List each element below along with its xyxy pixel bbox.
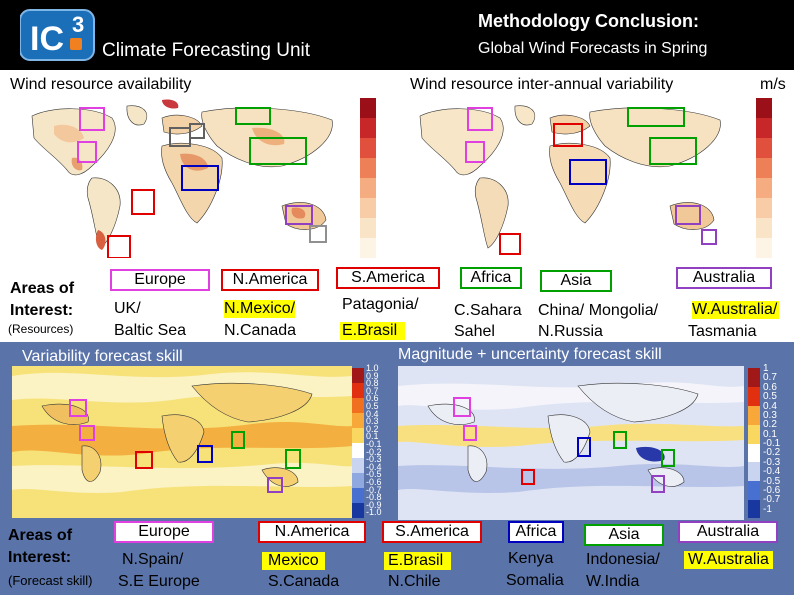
- forecast-samerica-line2: N.Chile: [388, 573, 441, 590]
- magnitude-skill-tick: -0.7: [763, 494, 781, 506]
- variability-skill-tick: 0.1: [366, 431, 379, 442]
- forecast-africa-line1: Kenya: [508, 550, 554, 567]
- main-title: Methodology Conclusion:: [478, 11, 699, 31]
- magnitude-skill-tick: -0.2: [763, 447, 781, 459]
- forecast-asia-line1: Indonesia/: [586, 551, 660, 568]
- variability-skill-tick: -0.8: [366, 492, 382, 503]
- variability-skill-tick: 0.6: [366, 393, 379, 404]
- variability-skill-tick: -0.6: [366, 477, 382, 487]
- variability-skill-colorbar: [352, 368, 364, 518]
- magnitude-skill-tick: 0.6: [763, 381, 777, 393]
- variability-skill-tick: -0.7: [366, 484, 382, 495]
- svg-text:IC: IC: [30, 20, 64, 58]
- resources-samerica-line1: Patagonia/: [342, 296, 419, 313]
- resources-namerica-line2: N.Canada: [224, 322, 297, 339]
- variability-title: Wind resource inter-annual variability: [410, 76, 674, 93]
- magnitude-skill-tick: 0.1: [763, 428, 777, 440]
- forecast-europe-line2: S.E Europe: [118, 573, 200, 590]
- forecast-europe-line1: N.Spain/: [122, 551, 184, 568]
- magnitude-skill-tick: 0.5: [763, 391, 777, 403]
- resources-label-line3: (Resources): [8, 322, 74, 336]
- forecast-africa-line2: Somalia: [506, 572, 564, 589]
- magnitude-skill-tick: -0.4: [763, 466, 781, 478]
- forecast-australia-header: Australia: [678, 521, 778, 543]
- magnitude-skill-tick: 1: [763, 363, 769, 374]
- variability-skill-tick: 0.3: [366, 416, 379, 427]
- magnitude-skill-tick: -0.1: [763, 438, 781, 449]
- magnitude-skill-map: [398, 366, 744, 520]
- resources-europe-line2: Baltic Sea: [114, 322, 187, 339]
- magnitude-skill-tick: 0.7: [763, 372, 777, 384]
- resources-africa-header: Africa: [460, 267, 522, 289]
- forecast-label-line3: (Forecast skill): [8, 573, 93, 588]
- magnitude-skill-tick: -0.5: [763, 475, 781, 487]
- units-label: m/s: [760, 76, 786, 93]
- magnitude-skill-tick: -1: [763, 503, 772, 515]
- forecast-asia-header: Asia: [584, 524, 664, 546]
- forecast-asia-line2: W.India: [586, 573, 640, 590]
- resources-samerica-line2: E.Brasil: [340, 322, 406, 340]
- variability-skill-tick: 1.0: [366, 363, 379, 373]
- availability-colorbar: [360, 98, 376, 258]
- resources-europe-header: Europe: [110, 269, 210, 291]
- variability-colorbar: [756, 98, 772, 258]
- resources-samerica-header: S.America: [336, 267, 440, 289]
- resources-asia-line1: China/ Mongolia/: [538, 302, 659, 319]
- variability-skill-tick: -0.1: [366, 439, 382, 449]
- magnitude-skill-tick: -0.3: [763, 456, 781, 468]
- resources-australia-header: Australia: [676, 267, 772, 289]
- resources-namerica-line1: N.Mexico/: [224, 300, 296, 318]
- forecast-australia-line1: W.Australia: [684, 551, 773, 569]
- magnitude-skill-tick: 0.2: [763, 419, 777, 431]
- forecast-namerica-header: N.America: [258, 521, 366, 543]
- variability-skill-title: Variability forecast skill: [22, 348, 183, 365]
- variability-skill-tick: 0.5: [366, 401, 379, 411]
- variability-skill-tick: -0.9: [366, 499, 382, 510]
- variability-skill-tick: 0.4: [366, 408, 379, 419]
- magnitude-skill-title: Magnitude + uncertainty forecast skill: [398, 346, 662, 363]
- forecast-namerica-line1: Mexico: [262, 552, 325, 570]
- variability-skill-map: [12, 366, 352, 518]
- subtitle: Global Wind Forecasts in Spring: [478, 40, 708, 57]
- unit-title: Climate Forecasting Unit: [102, 40, 311, 61]
- resources-europe-line1: UK/: [114, 300, 141, 317]
- forecast-namerica-line2: S.Canada: [268, 573, 340, 590]
- resources-label-line2: Interest:: [10, 302, 74, 319]
- availability-title: Wind resource availability: [10, 76, 192, 93]
- svg-text:3: 3: [72, 12, 84, 37]
- forecast-europe-header: Europe: [114, 521, 214, 543]
- resources-africa-line1: C.Sahara: [454, 302, 522, 319]
- forecast-africa-header: Africa: [508, 521, 564, 543]
- magnitude-skill-tick: 0.4: [763, 400, 777, 412]
- magnitude-skill-tick: -0.6: [763, 484, 781, 496]
- resources-namerica-header: N.America: [221, 269, 319, 291]
- ic3-logo: IC 3: [20, 9, 95, 61]
- resources-asia-line2: N.Russia: [538, 323, 603, 340]
- variability-skill-tick: 0.8: [366, 378, 379, 389]
- resources-label-line1: Areas of: [10, 280, 75, 297]
- magnitude-skill-colorbar: [748, 368, 760, 518]
- skill-panel-divider: [390, 342, 398, 595]
- forecast-label-line2: Interest:: [8, 549, 72, 566]
- variability-skill-tick: -0.2: [366, 446, 382, 457]
- magnitude-skill-tick: 0.3: [763, 409, 777, 421]
- resources-africa-line2: Sahel: [454, 323, 495, 340]
- variability-skill-tick: -0.4: [366, 461, 382, 472]
- variability-skill-tick: -1.0: [366, 507, 382, 518]
- variability-skill-tick: -0.3: [366, 454, 382, 465]
- forecast-samerica-header: S.America: [382, 521, 482, 543]
- variability-skill-tick: 0.9: [366, 370, 379, 381]
- forecast-label-line1: Areas of: [8, 527, 73, 544]
- resources-australia-line1: W.Australia/: [692, 301, 780, 319]
- availability-map: [12, 98, 352, 258]
- resources-asia-header: Asia: [540, 270, 612, 292]
- resources-australia-line2: Tasmania: [688, 323, 757, 340]
- variability-skill-tick: 0.2: [366, 423, 379, 434]
- variability-skill-tick: 0.7: [366, 385, 379, 396]
- variability-map: [400, 98, 746, 258]
- forecast-samerica-line1: E.Brasil: [384, 552, 452, 570]
- header-bar: IC 3 Climate Forecasting Unit Methodolog…: [0, 0, 794, 70]
- variability-skill-tick: -0.5: [366, 469, 382, 480]
